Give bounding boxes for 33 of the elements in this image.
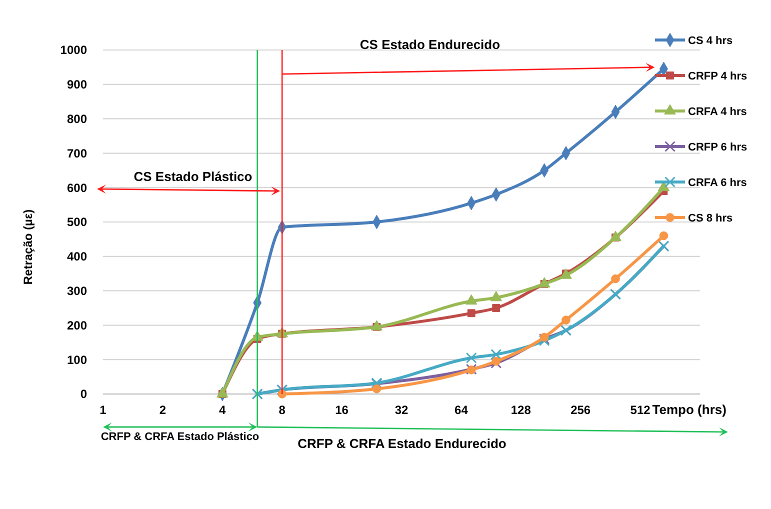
- annotation: CS Estado Plástico: [134, 169, 252, 184]
- y-axis-title: Retração (µε): [21, 209, 35, 285]
- x-tick-label: 128: [510, 403, 532, 417]
- x-tick-label: 8: [278, 403, 286, 417]
- y-tick-label: 100: [66, 352, 88, 367]
- x-tick-label: 32: [394, 403, 408, 417]
- y-tick-label: 900: [66, 78, 88, 92]
- x-axis-title: Tempo (hrs): [652, 402, 726, 417]
- y-tick-label: 200: [66, 318, 88, 332]
- legend-label: CRFA 6 hrs: [688, 176, 747, 189]
- legend-label: CS 4 hrs: [688, 34, 733, 47]
- text: CRFP & CRFA Estado Plástico: [100, 431, 260, 443]
- y-tick-label: 700: [66, 146, 88, 160]
- legend-label: CRFP 6 hrs: [688, 141, 748, 154]
- text: CRFP & CRFA Estado Endurecido: [298, 436, 506, 451]
- x-tick-label: 256: [570, 403, 591, 417]
- y-tick-label: 800: [66, 112, 88, 126]
- legend-label: CRFA 4 hrs: [688, 106, 747, 118]
- legend-label: CS 8 hrs: [688, 212, 733, 224]
- x-tick-label: 16: [335, 403, 349, 417]
- y-tick-label: 0: [80, 387, 88, 402]
- annotation: CS Estado Endurecido: [360, 37, 500, 52]
- x-tick-label: 512: [630, 403, 651, 417]
- y-tick-label: 600: [66, 180, 88, 195]
- y-tick-label: 400: [66, 250, 88, 264]
- y-tick-label: 300: [66, 284, 88, 298]
- x-tick-label: 64: [454, 403, 468, 417]
- x-tick-label: 1: [100, 403, 107, 417]
- x-tick-label: 4: [219, 403, 226, 417]
- x-tick-label: 2: [159, 403, 166, 417]
- y-tick-label: 1000: [60, 43, 88, 58]
- legend-label: CRFP 4 hrs: [688, 70, 748, 82]
- y-tick-label: 500: [66, 215, 88, 230]
